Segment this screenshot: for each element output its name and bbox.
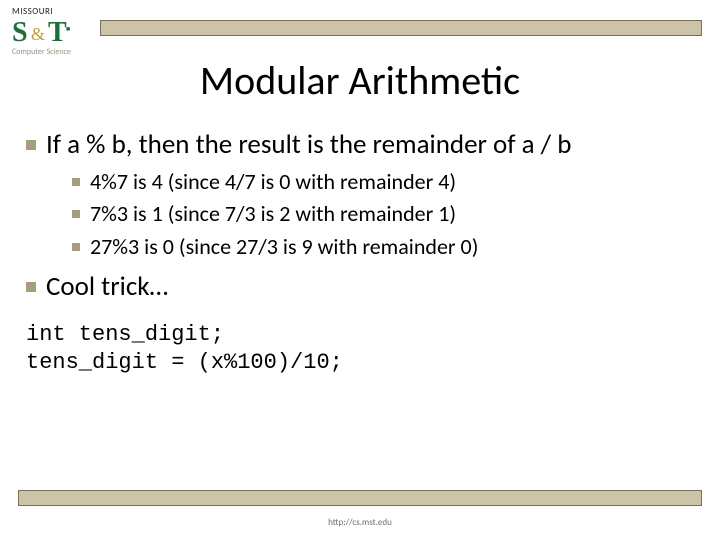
bullet-level2: 27%3 is 0 (since 27/3 is 9 with remainde… xyxy=(72,233,694,262)
code-line: tens_digit = (x%100)/10; xyxy=(26,349,694,377)
bullet-text: 7%3 is 1 (since 7/3 is 2 with remainder … xyxy=(90,200,456,229)
svg-text:S: S xyxy=(12,17,28,47)
top-accent-bar xyxy=(100,20,702,36)
bullet-text: 4%7 is 4 (since 4/7 is 0 with remainder … xyxy=(90,168,456,197)
slide-title: Modular Arithmetic xyxy=(0,56,720,105)
code-line: int tens_digit; xyxy=(26,321,694,349)
bullet-level2-group: 4%7 is 4 (since 4/7 is 0 with remainder … xyxy=(72,168,694,262)
bottom-accent-bar xyxy=(18,490,702,506)
code-block: int tens_digit; tens_digit = (x%100)/10; xyxy=(26,321,694,376)
content-area: If a % b, then the result is the remaind… xyxy=(26,128,694,376)
bullet-text: 27%3 is 0 (since 27/3 is 9 with remainde… xyxy=(90,233,478,262)
bullet-square-icon xyxy=(26,282,36,292)
bullet-square-icon xyxy=(26,140,36,150)
bullet-text: Cool trick… xyxy=(46,270,168,304)
bullet-square-icon xyxy=(72,210,80,218)
svg-text:&: & xyxy=(31,24,45,44)
logo-st-mark: S & T ■ xyxy=(12,17,78,47)
bullet-level1: Cool trick… xyxy=(26,270,694,304)
bullet-level1: If a % b, then the result is the remaind… xyxy=(26,128,694,162)
svg-text:T: T xyxy=(48,17,67,47)
bullet-square-icon xyxy=(72,243,80,251)
bullet-level2: 7%3 is 1 (since 7/3 is 2 with remainder … xyxy=(72,200,694,229)
logo: MISSOURI S & T ■ Computer Science xyxy=(12,6,78,57)
bullet-square-icon xyxy=(72,178,80,186)
svg-text:■: ■ xyxy=(66,26,70,33)
bullet-text: If a % b, then the result is the remaind… xyxy=(46,128,571,162)
logo-top-text: MISSOURI xyxy=(12,6,53,17)
slide: MISSOURI S & T ■ Computer Science Modula… xyxy=(0,0,720,540)
bullet-level2: 4%7 is 4 (since 4/7 is 0 with remainder … xyxy=(72,168,694,197)
footer-url: http://cs.mst.edu xyxy=(0,517,720,528)
